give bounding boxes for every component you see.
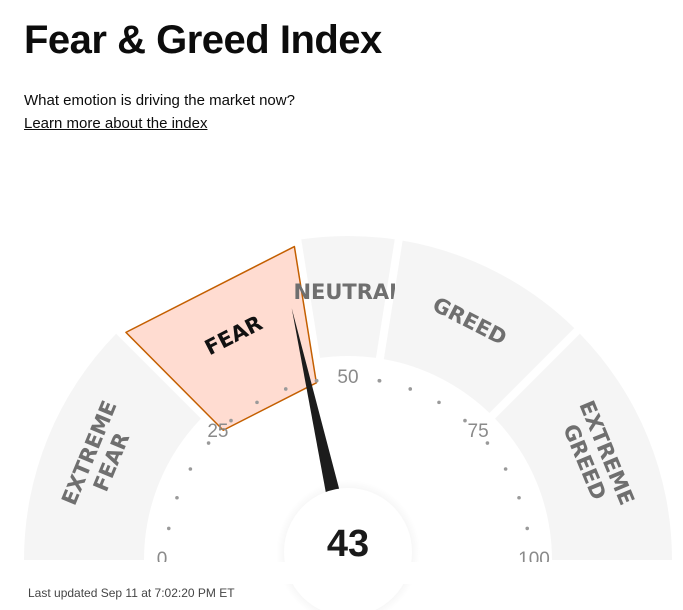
gauge-dot	[377, 378, 382, 383]
gauge-value: 43	[327, 523, 369, 565]
gauge-segment-greed	[383, 240, 575, 413]
learn-more-link[interactable]: Learn more about the index	[24, 115, 208, 132]
gauge-segment-extreme-greed	[495, 333, 672, 560]
gauge-dot	[166, 526, 171, 531]
gauge-dot	[314, 378, 319, 383]
gauge-dot	[188, 467, 193, 471]
gauge-segment-extreme-fear	[24, 333, 201, 560]
gauge-tick-label-0: 0	[157, 549, 168, 570]
gauge-dot	[485, 441, 490, 445]
gauge-tick-label-25: 25	[207, 421, 228, 442]
gauge-dot	[229, 418, 233, 423]
gauge-segment-neutral	[301, 236, 395, 358]
gauge-tick-label-50: 50	[337, 367, 358, 388]
gauge-dot	[255, 400, 259, 405]
gauge-dot	[503, 467, 508, 471]
gauge-dot	[408, 387, 413, 391]
gauge-dot	[525, 526, 530, 531]
gauge-dot	[283, 387, 288, 391]
gauge-dot	[437, 400, 441, 405]
gauge-dot	[463, 418, 467, 423]
gauge-needle	[291, 308, 340, 496]
gauge-dot	[206, 441, 211, 445]
last-updated-text: Last updated Sep 11 at 7:02:20 PM ET	[28, 586, 235, 600]
gauge-dot	[517, 495, 521, 500]
gauge-label-neutral: NEUTRAL	[293, 280, 402, 304]
page-subtitle: What emotion is driving the market now?	[24, 92, 295, 109]
gauge-segment-fear	[125, 245, 318, 431]
page-title: Fear & Greed Index	[24, 18, 382, 62]
gauge-tick-label-75: 75	[468, 421, 489, 442]
gauge-dot	[175, 495, 179, 500]
gauge-baseline-mask	[0, 562, 683, 584]
